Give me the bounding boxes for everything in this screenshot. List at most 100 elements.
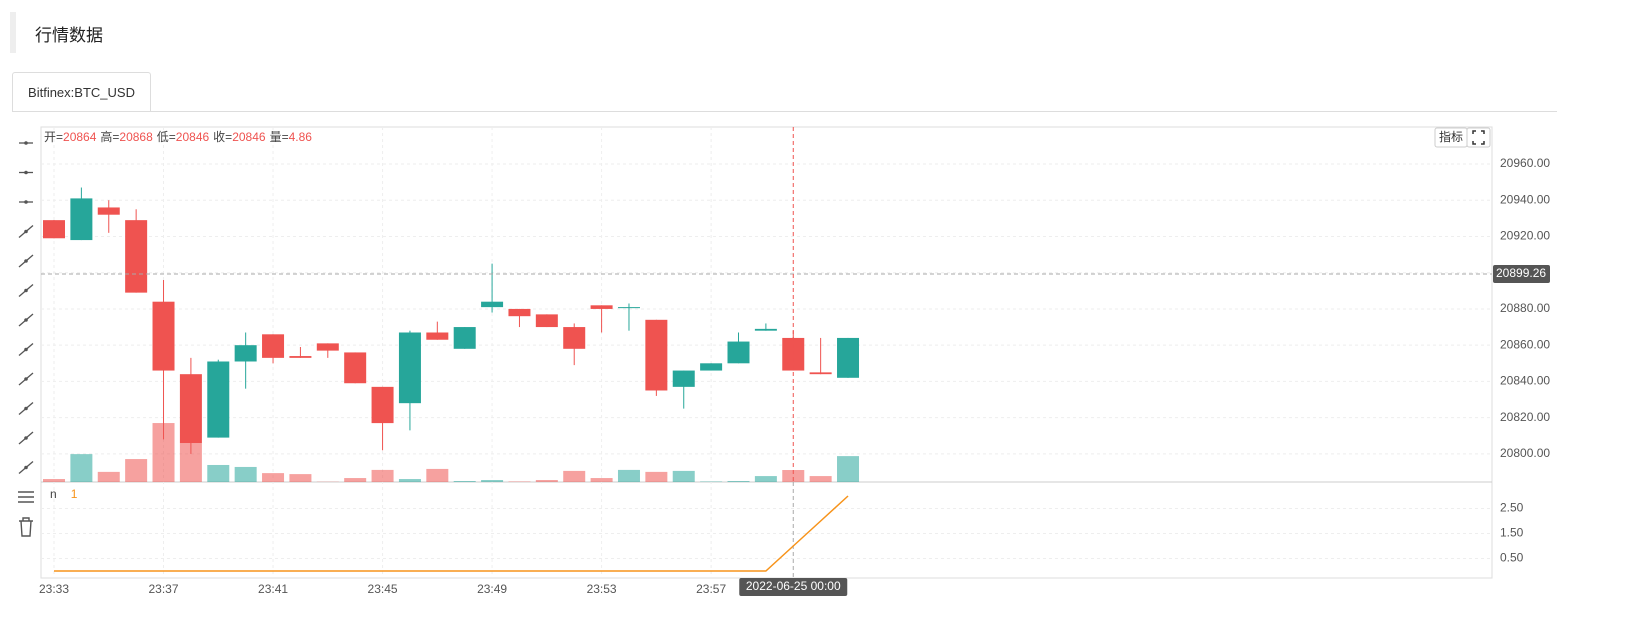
tool-icon-dot	[24, 465, 28, 470]
legend-label: 量=	[270, 130, 289, 144]
plot-frame	[40, 126, 1493, 579]
legend-label: 高=	[100, 129, 119, 144]
last-price-bg	[1493, 265, 1550, 284]
volume-bar	[97, 471, 120, 482]
delete-icon[interactable]	[19, 517, 33, 537]
candle-body	[70, 198, 93, 241]
legend-value: 20846	[232, 130, 266, 144]
indicator-line	[54, 495, 849, 572]
fullscreen-button[interactable]	[1466, 127, 1491, 148]
tool-icon-dot	[24, 288, 28, 293]
tool-icon-dot	[24, 436, 28, 440]
legend-value: 20868	[119, 130, 153, 144]
crosshair-x-label: 2022-06-25 00:00	[746, 579, 841, 593]
candle-body	[289, 356, 312, 358]
tool-icon-dot	[24, 318, 28, 322]
tool-icon-dot	[24, 170, 28, 175]
legend-value: 20864	[63, 130, 97, 144]
y2-tick-label: 0.50	[1500, 551, 1524, 565]
candle-body	[344, 352, 367, 384]
tool-icon-dot	[24, 347, 28, 352]
candle-body	[398, 332, 421, 404]
candle-body	[234, 345, 257, 362]
volume-bar	[70, 454, 93, 482]
y2-tick-label: 2.50	[1500, 501, 1524, 515]
fullscreen-icon	[1472, 130, 1485, 145]
y-tick-label: 20840.00	[1500, 374, 1550, 388]
last-price-label: 20899.26	[1496, 266, 1546, 280]
y-tick-label: 20800.00	[1500, 446, 1550, 460]
y-tick-label: 20880.00	[1500, 301, 1550, 315]
volume-bar	[590, 478, 613, 482]
indicator-value: 1	[71, 487, 78, 501]
volume-bar	[43, 479, 65, 482]
volume-bar	[645, 471, 668, 482]
x-tick-label: 23:57	[696, 582, 726, 596]
legend-value: 4.86	[289, 130, 313, 144]
candle-body	[371, 386, 394, 424]
indicator-button-label: 指标	[1439, 129, 1463, 144]
tool-icon-dot	[24, 200, 28, 204]
candle-body	[590, 305, 613, 309]
candle-body	[152, 301, 175, 371]
volume-bar	[535, 480, 558, 482]
page-title: 行情数据	[35, 26, 103, 45]
title-bar	[10, 12, 16, 53]
volume-bar	[782, 470, 805, 482]
volume-bar	[398, 479, 421, 482]
indicator-name: n	[50, 487, 57, 501]
volume-bar	[234, 466, 257, 482]
volume-bar	[453, 481, 476, 482]
volume-bar	[672, 470, 695, 482]
candle-body	[727, 341, 750, 364]
candle-body	[700, 363, 723, 371]
y2-tick-label: 1.50	[1500, 526, 1524, 540]
candle-body	[43, 220, 65, 239]
legend-label: 低=	[157, 130, 176, 144]
volume-bar	[179, 443, 202, 482]
volume-bar	[727, 481, 750, 482]
crosshair-x-label-bg	[739, 578, 848, 596]
x-tick-label: 23:41	[258, 582, 288, 596]
candle-body	[508, 308, 531, 317]
candle-body	[481, 301, 504, 308]
volume-bar	[837, 456, 860, 482]
settings-icon[interactable]	[18, 491, 34, 503]
tool-icon-dot	[24, 141, 28, 145]
y-tick-label: 20820.00	[1500, 410, 1550, 424]
y-tick-label: 20860.00	[1500, 337, 1550, 351]
x-tick-label: 23:45	[368, 582, 398, 596]
tool-icon-dot	[24, 406, 28, 411]
legend-label: 开=	[44, 130, 63, 144]
x-tick-label: 23:37	[149, 582, 179, 596]
y-tick-label: 20940.00	[1500, 192, 1550, 206]
candle-body	[672, 370, 695, 387]
volume-bar	[152, 423, 175, 482]
volume-bar	[125, 459, 148, 482]
legend-value: 20846	[176, 130, 210, 144]
candle-body	[837, 337, 860, 378]
candle-body	[809, 372, 832, 375]
tool-icon-dot	[24, 259, 28, 263]
y-tick-label: 20960.00	[1500, 156, 1550, 170]
volume-bar	[262, 473, 285, 482]
candle-body	[97, 207, 120, 215]
tab[interactable]: Bitfinex:BTC_USD	[12, 72, 151, 111]
x-tick-label: 23:49	[477, 582, 507, 596]
candle-body	[453, 327, 476, 349]
tool-icon-dot	[24, 377, 28, 381]
candle-body	[563, 327, 586, 349]
candle-body	[426, 332, 449, 340]
y-tick-label: 20920.00	[1500, 229, 1550, 243]
volume-bar	[481, 480, 504, 482]
volume-bar	[426, 468, 449, 482]
legend-label: 收=	[213, 130, 232, 144]
ohlc-legend: 开=20864 高=20868 低=20846 收=20846 量=4.86	[44, 129, 312, 144]
candle-body	[179, 374, 202, 444]
candle-body	[617, 307, 640, 309]
x-tick-label: 23:33	[39, 582, 69, 596]
candle-body	[125, 220, 148, 293]
